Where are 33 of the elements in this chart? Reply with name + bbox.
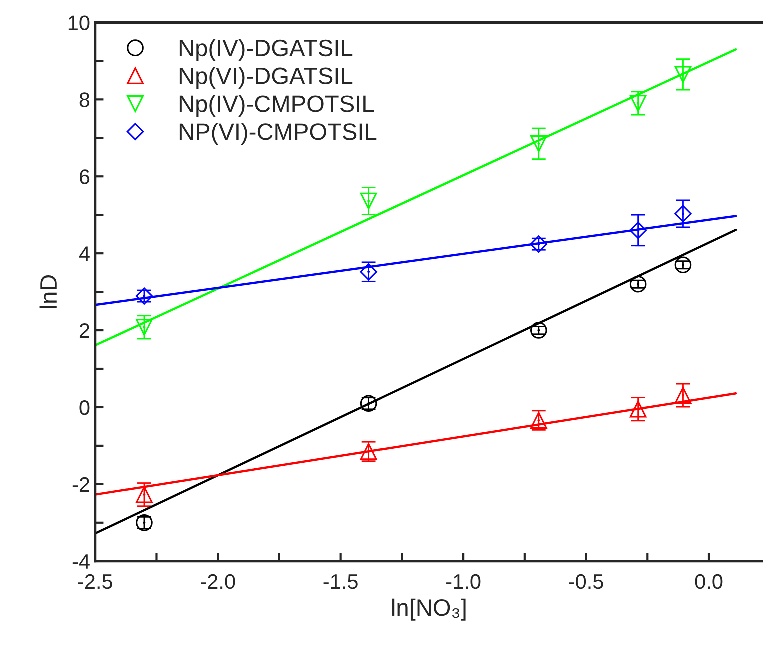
legend-label: NP(VI)-CMPOTSIL <box>180 122 377 145</box>
x-axis-title: ln[NO₃] <box>392 598 466 621</box>
point <box>530 136 548 152</box>
point <box>136 486 153 504</box>
x-tick-label: 0.0 <box>695 574 723 590</box>
legend-label: Np(VI)-DGATSIL <box>180 67 353 90</box>
legend-label: Np(IV)-CMPOTSIL <box>180 95 374 118</box>
y-tick-label: 8 <box>80 92 90 108</box>
y-tick-label: -2 <box>72 477 90 492</box>
y-tick-label: -4 <box>72 554 90 569</box>
point <box>674 66 692 84</box>
point <box>136 319 153 336</box>
y-tick-label: 6 <box>80 170 90 184</box>
point <box>360 192 378 210</box>
point <box>630 95 647 112</box>
point <box>530 322 548 339</box>
y-tick-label: 4 <box>79 246 90 262</box>
y-tick-label: 2 <box>80 324 90 338</box>
point <box>630 401 647 418</box>
x-tick-label: -2.5 <box>78 574 112 590</box>
x-tick-label: -2.0 <box>201 574 236 590</box>
x-tick-label: -1.5 <box>324 574 358 590</box>
x-tick-label: -0.5 <box>569 574 604 590</box>
y-tick-label: 10 <box>68 16 90 30</box>
point <box>630 276 647 293</box>
y-axis-title: lnD <box>40 275 57 308</box>
x-tick-label: -1.0 <box>446 574 481 590</box>
point <box>630 222 647 240</box>
point <box>674 387 692 404</box>
legend-label: Np(IV)-DGATSIL <box>180 39 353 62</box>
y-tick-label: 0 <box>80 400 90 416</box>
point <box>674 256 692 274</box>
point <box>674 205 692 223</box>
